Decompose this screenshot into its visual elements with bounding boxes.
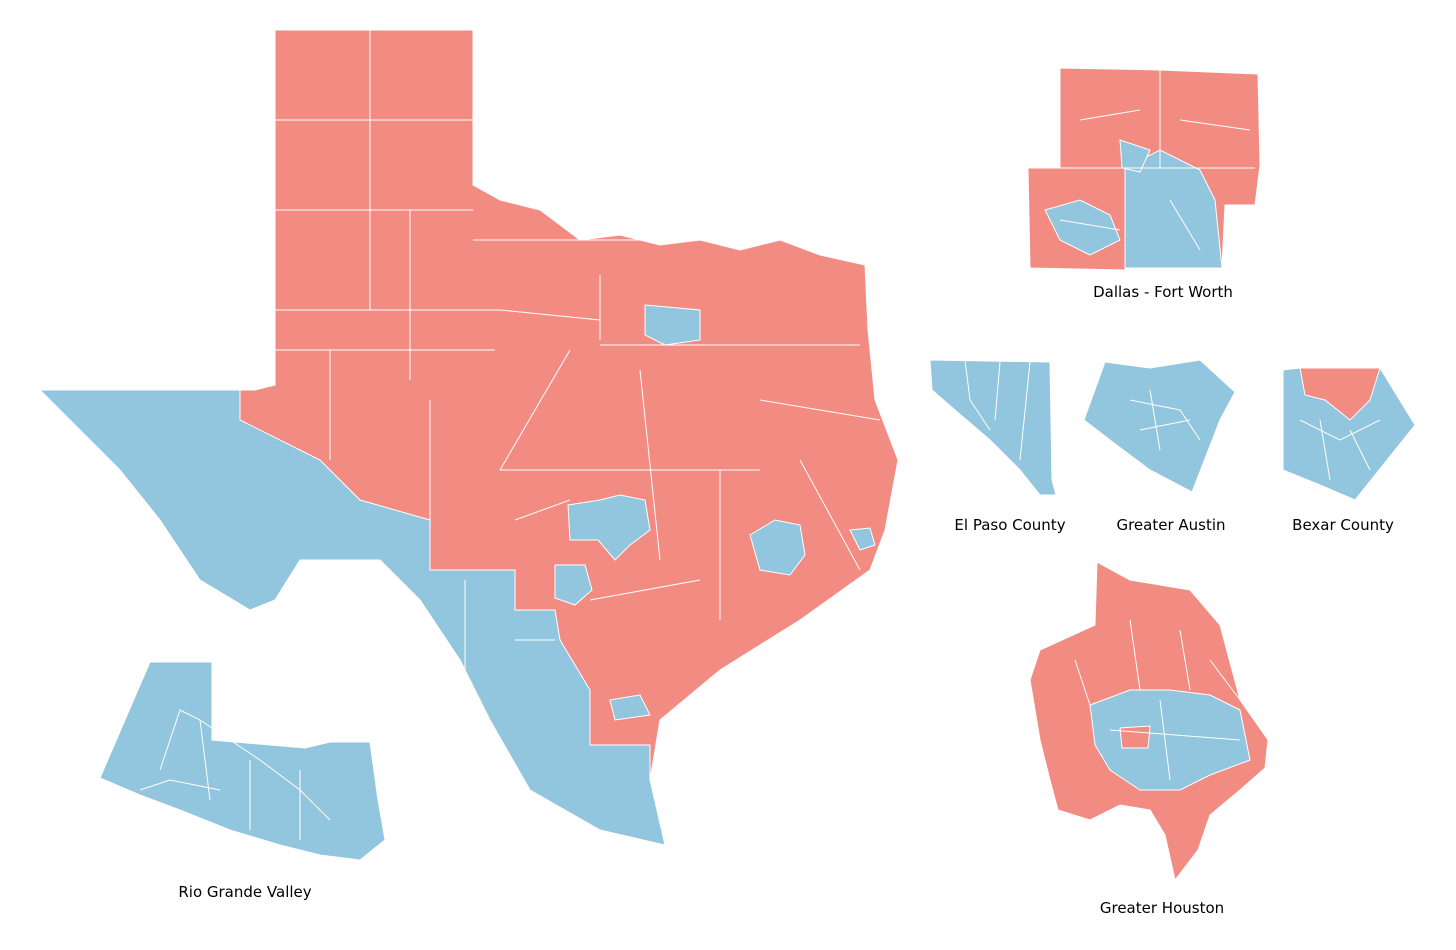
greater-austin-inset [1083,359,1236,493]
dallas-fort-worth-inset [1027,67,1261,271]
inset-label: Rio Grande Valley [178,883,311,901]
district-boundary [964,359,1031,461]
district-boundary [1059,70,1255,268]
inset-label: Greater Houston [1100,899,1224,917]
inset-label: Bexar County [1292,516,1394,534]
district-boundary [139,709,331,840]
district-region [38,389,666,846]
district-region [1119,725,1151,749]
district-region [749,519,806,576]
rio-grande-valley-inset [99,661,386,861]
greater-houston-inset [1029,561,1269,882]
district-boundary [1299,419,1381,481]
district-boundary [1074,619,1241,781]
el-paso-county-inset [929,359,1057,496]
district-boundary [255,30,881,700]
district-region [1119,139,1151,173]
district-region [609,694,651,721]
district-region [1044,199,1121,256]
district-region [567,494,651,561]
district-region [99,661,386,861]
district-region [1299,367,1381,421]
inset-label: El Paso County [954,516,1065,534]
texas-map [38,29,899,846]
district-region [644,304,701,346]
bexar-county-inset [1282,367,1416,501]
district-region [1089,689,1251,791]
district-region [849,527,876,551]
district-region [554,564,593,606]
district-boundary [1129,389,1201,451]
district-region [929,359,1057,496]
inset-label: Greater Austin [1116,516,1225,534]
inset-label: Dallas - Fort Worth [1093,283,1233,301]
